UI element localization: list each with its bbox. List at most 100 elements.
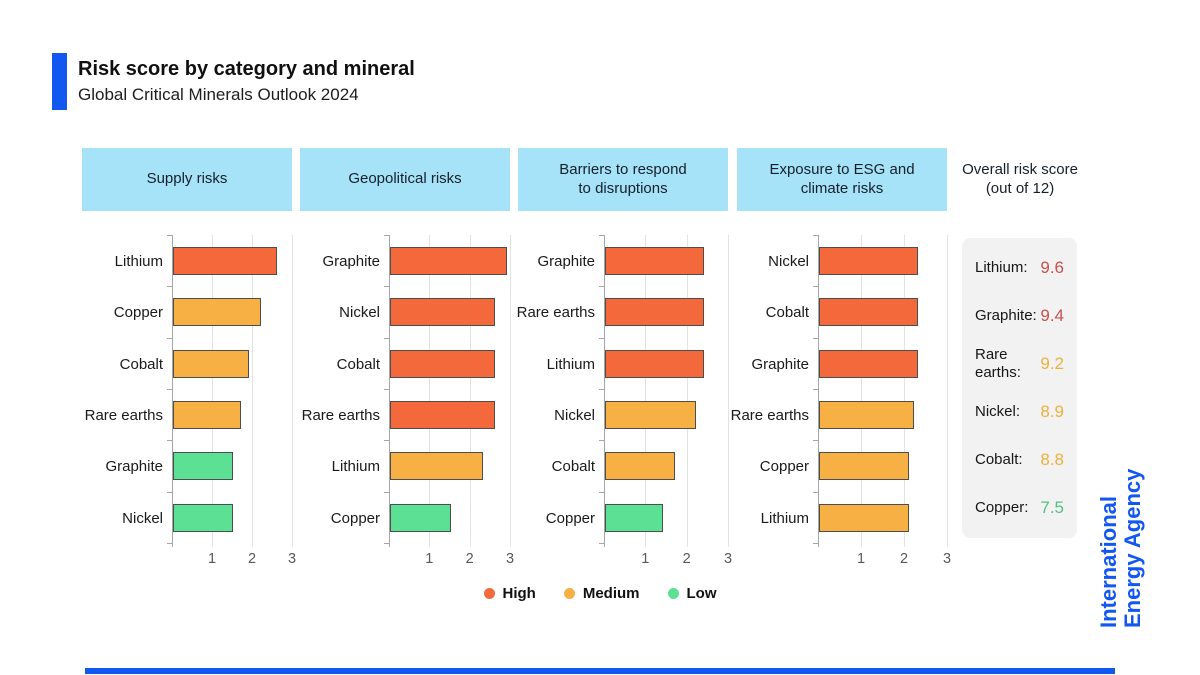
axis-tick-mark: [813, 235, 818, 236]
axis-tick-mark: [167, 286, 172, 287]
mineral-label: Cobalt: [551, 457, 595, 475]
overall-mineral-label: Cobalt:: [975, 451, 1023, 468]
mineral-label: Nickel: [339, 303, 380, 321]
axis-tick-label: 3: [723, 551, 733, 567]
overall-score-value: 9.4: [1040, 306, 1064, 325]
axis-tick-label: 2: [899, 551, 909, 567]
axis-tick-label: 1: [425, 551, 434, 567]
mineral-label: Graphite: [105, 457, 163, 475]
axis-tick-mark: [599, 543, 604, 544]
gridline: [904, 235, 905, 547]
axis-tick-mark: [167, 338, 172, 339]
axis-tick-label: 3: [942, 551, 952, 567]
mineral-label: Copper: [330, 509, 380, 527]
gridline: [686, 235, 688, 547]
legend-label: Low: [686, 585, 717, 602]
medium-legend-dot-icon: [563, 588, 575, 599]
plot-area: [599, 235, 729, 547]
iea-logo-line2: Energy Agency: [1120, 468, 1146, 628]
bar-nickel: [605, 401, 696, 429]
title-accent-bar: [52, 53, 67, 110]
gridline: [429, 235, 431, 547]
bar-nickel: [819, 247, 918, 275]
axis-tick-label: 3: [505, 551, 515, 567]
bar-copper: [605, 504, 663, 532]
gridline: [645, 235, 647, 547]
bar-nickel: [390, 298, 495, 326]
overall-score-header: Overall risk score (out of 12): [962, 160, 1078, 197]
gridline: [947, 235, 948, 547]
legend-label: High: [502, 585, 536, 602]
axis-tick-mark: [384, 286, 389, 287]
axis-tick-mark: [599, 235, 604, 236]
gridline: [469, 235, 471, 547]
mineral-label: Lithium: [331, 457, 380, 475]
axis-tick-mark: [167, 235, 172, 236]
mineral-label: Cobalt: [765, 303, 809, 321]
bar-rare-earths: [605, 298, 705, 326]
axis-tick-mark: [599, 492, 604, 493]
mineral-label: Nickel: [554, 406, 595, 424]
overall-mineral-label: Copper:: [975, 499, 1029, 516]
mineral-label: Copper: [113, 303, 163, 321]
bar-nickel: [173, 504, 233, 532]
bar-graphite: [173, 452, 233, 480]
chart-panel-4: 1 2 3 Nickel Cobalt Graphite Rare earths Copper…: [730, 235, 955, 580]
bar-cobalt: [390, 350, 495, 378]
axis-tick-mark: [167, 389, 172, 390]
overall-score-value: 7.5: [1040, 498, 1064, 517]
axis-tick-label: 1: [641, 551, 650, 567]
overall-mineral-label: Rare earths:: [975, 346, 1021, 381]
category-header-geopolitical-risks: Geopolitical risks: [300, 148, 510, 211]
axis-tick-mark: [384, 440, 389, 441]
page-title: Risk score by category and mineral: [78, 58, 415, 80]
gridline: [292, 235, 293, 547]
mineral-label: Copper: [545, 509, 595, 527]
axis-tick-label: 1: [207, 551, 217, 567]
legend-label: Medium: [582, 585, 640, 602]
bar-cobalt: [173, 350, 249, 378]
gridline: [861, 235, 862, 547]
axis-tick-mark: [384, 543, 389, 544]
mineral-label: Rare earths: [730, 406, 809, 424]
bar-graphite: [819, 350, 918, 378]
legend-item-low: Low: [667, 585, 717, 602]
footer-brand-bar: [85, 668, 1115, 674]
gridline: [728, 235, 729, 547]
gridline: [212, 235, 213, 547]
bar-graphite: [390, 247, 507, 275]
axis-tick-mark: [167, 440, 172, 441]
mineral-label: Graphite: [322, 252, 380, 270]
bar-lithium: [819, 504, 910, 532]
plot-area: [384, 235, 511, 547]
overall-row: Nickel: 8.9: [962, 390, 1077, 434]
risk-level-legend: High Medium Low: [0, 585, 1200, 602]
overall-row: Graphite: 9.4: [962, 294, 1077, 338]
chart-panel-3: 1 2 3 Graphite Rare earths Lithium Nickel Cobal…: [517, 235, 736, 580]
axis-tick-mark: [599, 389, 604, 390]
axis-tick-mark: [384, 235, 389, 236]
mineral-label: Copper: [759, 457, 809, 475]
iea-logo-line1: International: [1096, 495, 1121, 628]
overall-row: Lithium: 9.6: [962, 246, 1077, 290]
overall-score-value: 9.6: [1040, 258, 1064, 277]
mineral-label: Rare earths: [84, 406, 163, 424]
axis-tick-label: 2: [247, 551, 257, 567]
axis-tick-mark: [813, 440, 818, 441]
bar-rare-earths: [819, 401, 914, 429]
mineral-label: Lithium: [760, 509, 809, 527]
plot-area: [167, 235, 293, 547]
bar-copper: [173, 298, 261, 326]
legend-item-medium: Medium: [563, 585, 640, 602]
axis-tick-mark: [384, 389, 389, 390]
axis-tick-label: 2: [465, 551, 474, 567]
gridline: [252, 235, 253, 547]
axis-tick-mark: [599, 286, 604, 287]
bar-cobalt: [605, 452, 676, 480]
bar-cobalt: [819, 298, 918, 326]
axis-tick-mark: [813, 389, 818, 390]
bar-lithium: [605, 350, 705, 378]
axis-tick-mark: [599, 338, 604, 339]
bar-lithium: [390, 452, 483, 480]
